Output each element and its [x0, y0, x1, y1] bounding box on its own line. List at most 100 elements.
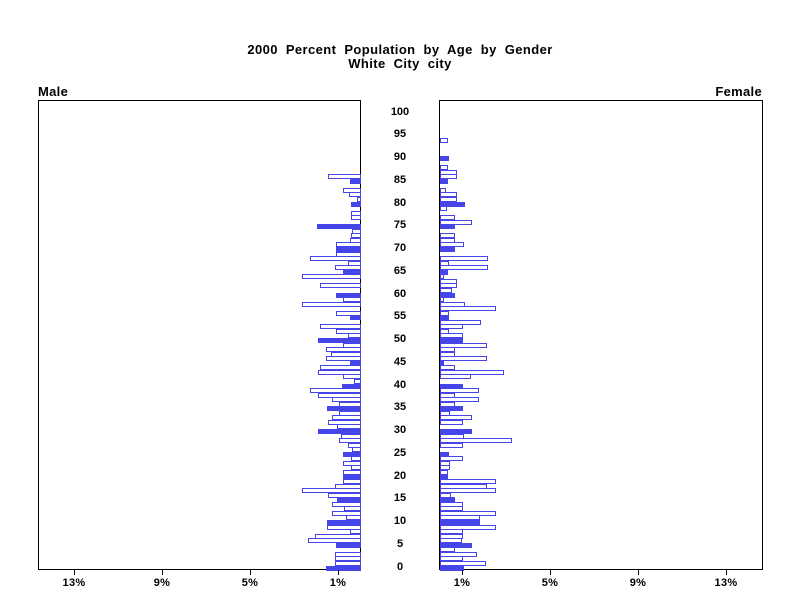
- female-bar-age-61: [440, 287, 452, 293]
- female-bar-age-34: [440, 410, 450, 416]
- female-x-tick-1: 1%: [453, 577, 471, 589]
- male-bar-age-17: [302, 488, 361, 494]
- male-bar-age-71: [336, 242, 361, 248]
- female-bar-age-94: [440, 137, 448, 143]
- female-bar-age-44: [440, 365, 455, 371]
- male-bar-age-16: [328, 492, 361, 498]
- male-bar-age-80: [351, 201, 361, 207]
- male-bar-age-0: [326, 565, 361, 571]
- male-bar-age-7: [315, 533, 361, 539]
- female-bar-age-36: [440, 401, 455, 407]
- age-tick-label-65: 65: [393, 264, 407, 277]
- male-bar-age-27: [348, 442, 361, 448]
- female-bar-age-5: [440, 542, 472, 548]
- female-bar-age-47: [440, 351, 455, 357]
- male-bar-age-8: [350, 529, 361, 535]
- female-bar-age-1: [440, 560, 486, 566]
- female-bar-age-23: [440, 460, 450, 466]
- female-bar-age-45: [440, 360, 444, 366]
- female-bar-age-40: [440, 383, 463, 389]
- male-bar-age-51: [348, 333, 361, 339]
- female-bar-age-71: [440, 242, 464, 248]
- female-x-tick-5: 5%: [541, 577, 559, 589]
- female-bar-age-77: [440, 215, 455, 221]
- female-bar-age-17: [440, 488, 496, 494]
- male-bar-age-55: [350, 315, 361, 321]
- male-bar-age-13: [344, 506, 361, 512]
- age-tick-label-60: 60: [393, 287, 407, 300]
- female-bar-age-54: [440, 319, 481, 325]
- female-bar-age-48: [440, 347, 455, 353]
- male-bar-age-86: [328, 174, 361, 180]
- age-tick-label-90: 90: [393, 151, 407, 163]
- female-bar-age-83: [440, 187, 446, 193]
- male-bar-age-28: [339, 438, 361, 444]
- male-bar-age-32: [328, 419, 361, 425]
- male-x-tick-9-mark: [162, 570, 163, 575]
- female-bar-age-55: [440, 315, 449, 321]
- male-bar-age-50: [318, 338, 361, 343]
- male-plot-panel: [38, 100, 361, 571]
- male-bar-age-40: [342, 383, 361, 389]
- age-tick-label-30: 30: [393, 424, 407, 436]
- female-bar-age-15: [440, 497, 455, 503]
- male-bar-age-56: [336, 310, 361, 316]
- female-bar-age-16: [440, 492, 451, 498]
- female-bar-age-49: [440, 342, 487, 348]
- male-bar-age-49: [343, 342, 361, 348]
- female-bar-age-72: [440, 237, 455, 243]
- male-bar-age-3: [335, 551, 361, 557]
- female-bar-age-22: [440, 465, 450, 471]
- male-bar-age-53: [320, 324, 361, 330]
- male-bar-age-19: [343, 479, 361, 485]
- male-bar-age-31: [337, 424, 361, 430]
- female-bar-age-2: [440, 556, 463, 562]
- male-bar-age-83: [343, 187, 361, 193]
- age-tick-label-40: 40: [393, 378, 407, 391]
- male-bar-age-85: [350, 178, 361, 184]
- male-bar-age-48: [326, 347, 361, 353]
- male-bar-age-67: [348, 260, 361, 266]
- age-tick-label-100: 100: [390, 105, 410, 118]
- female-bar-age-29: [440, 433, 464, 439]
- female-bar-age-62: [440, 283, 457, 289]
- female-bar-age-85: [440, 178, 448, 184]
- female-bar-age-38: [440, 392, 455, 398]
- male-bar-age-24: [351, 456, 361, 462]
- female-bar-age-87: [440, 169, 457, 175]
- female-bar-age-66: [440, 265, 488, 271]
- female-bar-age-57: [440, 306, 496, 312]
- male-bar-age-77: [351, 215, 361, 221]
- male-bar-age-25: [343, 451, 361, 457]
- male-bar-age-38: [318, 392, 361, 398]
- male-bar-age-1: [335, 560, 361, 566]
- male-bar-age-74: [352, 228, 361, 234]
- female-bar-age-67: [440, 260, 449, 266]
- male-bar-age-65: [343, 269, 361, 275]
- female-bar-age-0: [440, 565, 464, 571]
- male-bar-age-33: [332, 415, 361, 421]
- male-bar-age-23: [343, 460, 361, 466]
- age-tick-label-35: 35: [393, 401, 407, 414]
- male-x-tick-13-mark: [74, 570, 75, 575]
- female-bar-age-19: [440, 479, 496, 485]
- male-bar-age-75: [317, 224, 361, 230]
- age-tick-label-45: 45: [393, 355, 407, 368]
- male-bar-age-10: [327, 520, 361, 525]
- male-bar-age-20: [343, 474, 361, 480]
- female-bar-age-32: [440, 419, 463, 425]
- female-bar-age-13: [440, 506, 463, 512]
- female-plot-panel: [439, 100, 763, 571]
- female-bar-age-39: [440, 388, 479, 394]
- age-tick-label-95: 95: [393, 128, 407, 141]
- male-bar-age-81: [357, 196, 361, 202]
- female-panel-label: Female: [715, 84, 762, 99]
- female-bar-age-10: [440, 520, 480, 525]
- male-x-tick-1-mark: [338, 570, 339, 575]
- female-x-tick-9: 9%: [629, 577, 647, 589]
- female-bar-age-56: [440, 310, 449, 316]
- female-bar-age-82: [440, 192, 457, 198]
- female-bar-age-52: [440, 328, 449, 334]
- male-bar-age-82: [349, 192, 361, 198]
- female-x-tick-13-mark: [726, 570, 727, 575]
